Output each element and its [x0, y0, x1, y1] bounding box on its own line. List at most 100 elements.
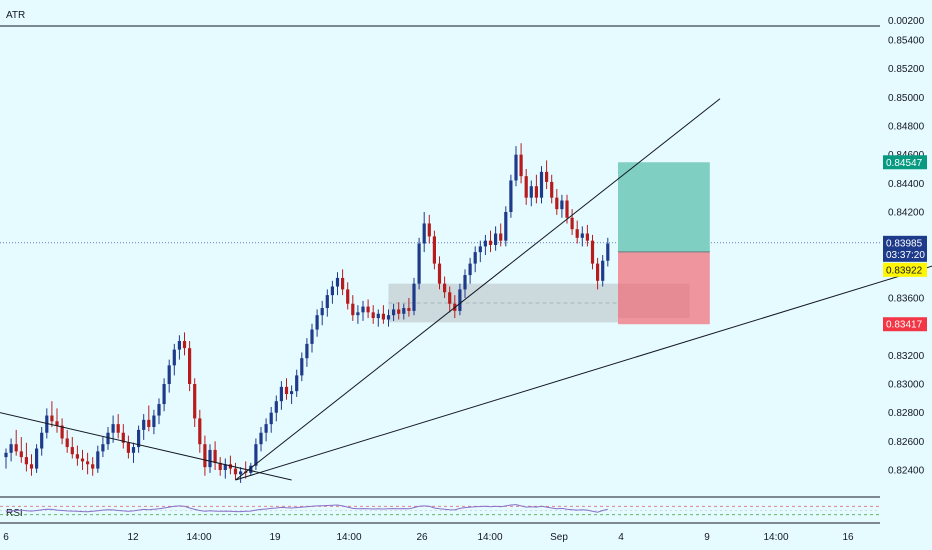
candle	[524, 169, 528, 205]
candle	[233, 462, 238, 481]
candle	[392, 303, 396, 321]
take-profit-zone[interactable]	[618, 162, 710, 252]
candle-body	[386, 315, 391, 320]
candle	[295, 369, 299, 397]
candle-body	[193, 384, 197, 419]
candle	[279, 381, 283, 410]
candle-body	[402, 308, 406, 314]
candle-body	[213, 449, 217, 463]
rsi-line	[5, 504, 608, 513]
stop-loss-inner-box	[618, 283, 690, 319]
candle	[596, 257, 600, 290]
candle-body	[274, 401, 278, 413]
candle-body	[279, 386, 283, 402]
candle-body	[162, 384, 166, 405]
candle-body	[371, 312, 375, 319]
candle	[96, 445, 100, 473]
atr-pane[interactable]: ATR 0.00200	[0, 10, 925, 27]
candle-body	[565, 200, 569, 218]
candle-body	[422, 223, 426, 244]
candle-body	[315, 315, 319, 330]
price-tick-label: 0.83200	[888, 351, 925, 362]
candle	[443, 276, 447, 298]
candle	[284, 378, 289, 400]
price-tick-label: 0.82600	[888, 437, 925, 448]
candle	[575, 220, 579, 244]
candle	[75, 445, 79, 466]
candle-body	[341, 277, 345, 290]
candle-body	[376, 313, 380, 319]
candle-body	[601, 260, 605, 281]
candle-body	[106, 432, 110, 445]
candle-body	[223, 464, 227, 470]
candle-body	[305, 343, 309, 359]
candle	[65, 429, 69, 453]
candle	[300, 352, 304, 382]
trendlines-layer	[0, 98, 932, 481]
candle	[376, 309, 380, 327]
time-axis[interactable]: 6 12 14:00 19 14:00 26 14:00 Sep 4 9 14:00 16	[3, 532, 854, 543]
candle	[346, 282, 350, 310]
candle-body	[560, 200, 564, 210]
candle-body	[468, 263, 472, 276]
candle	[40, 427, 44, 456]
atr-label: ATR	[6, 10, 25, 21]
candle	[386, 309, 391, 327]
candle	[310, 323, 314, 353]
candle-body	[397, 309, 401, 314]
candle	[29, 454, 34, 476]
candle-body	[499, 233, 503, 241]
candle	[601, 255, 605, 287]
time-tick-label: 12	[127, 532, 139, 543]
candle-body	[320, 308, 324, 316]
candle-body	[60, 425, 64, 439]
candle-body	[55, 421, 59, 426]
candle-body	[361, 306, 365, 313]
candle	[137, 425, 141, 453]
candle-body	[514, 154, 518, 181]
candle-body	[478, 246, 482, 253]
candle	[111, 415, 115, 443]
candle	[116, 414, 120, 439]
candle	[218, 457, 222, 476]
candle-body	[463, 275, 467, 290]
candle	[330, 280, 334, 304]
trendline[interactable]	[235, 98, 721, 481]
candle-body	[40, 432, 44, 449]
candle-body	[509, 180, 513, 212]
candle	[208, 444, 212, 473]
time-tick-label: 4	[618, 532, 624, 543]
candle	[60, 418, 64, 445]
candle-body	[519, 154, 523, 177]
rsi-pane[interactable]: RSI	[0, 504, 880, 519]
candle-body	[131, 447, 136, 453]
candle	[555, 189, 559, 215]
candle-body	[524, 176, 528, 198]
candle-body	[417, 243, 421, 284]
candle	[101, 437, 105, 458]
candle	[80, 449, 85, 470]
candle-body	[437, 263, 442, 284]
candle-body	[70, 447, 74, 455]
candle-body	[529, 186, 533, 198]
candle-body	[116, 424, 120, 433]
candle-body	[590, 240, 595, 264]
candle-body	[392, 309, 396, 316]
candle-body	[585, 233, 589, 241]
atr-value-label: 0.00200	[888, 16, 925, 27]
candle	[335, 272, 340, 296]
candle	[590, 234, 595, 270]
candle-body	[182, 341, 187, 349]
take-profit-badge-text: 0.84547	[886, 158, 923, 169]
candle-body	[172, 349, 176, 366]
trendline[interactable]	[0, 407, 292, 481]
candle-body	[101, 444, 105, 452]
candle	[91, 457, 95, 476]
candle-body	[65, 438, 69, 448]
trendline[interactable]	[235, 261, 932, 481]
candle	[9, 438, 13, 462]
time-tick-label: 26	[416, 532, 428, 543]
candle	[529, 180, 533, 207]
candle-body	[606, 243, 610, 261]
